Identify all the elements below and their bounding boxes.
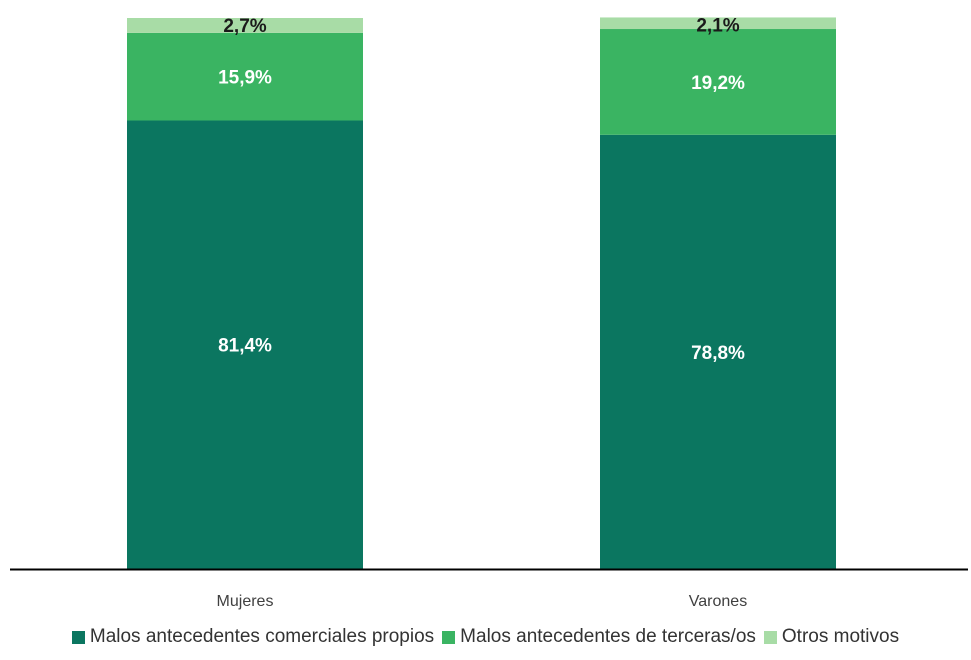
legend: Malos antecedentes comerciales propios M…: [0, 626, 971, 648]
bar-segment-terceras-varones: [600, 29, 836, 135]
bar-segment-otros-mujeres: [127, 18, 363, 33]
x-tick-label-varones: Varones: [689, 593, 747, 610]
legend-label-terceras: Malos antecedentes de terceras/os: [460, 626, 756, 647]
data-label-terceras-mujeres: 15,9%: [218, 68, 272, 89]
data-label-otros-mujeres: 2,7%: [223, 16, 266, 37]
bars-group: [127, 17, 836, 570]
legend-item-otros: Otros motivos: [763, 626, 900, 648]
legend-label-propios: Malos antecedentes comerciales propios: [89, 626, 435, 647]
legend-swatch-otros: [763, 630, 777, 644]
bar-segment-propios-varones: [600, 134, 836, 569]
data-label-propios-mujeres: 81,4%: [218, 336, 272, 357]
legend-item-propios: Malos antecedentes comerciales propios: [71, 626, 435, 648]
data-label-terceras-varones: 19,2%: [691, 73, 745, 94]
bar-segment-propios-mujeres: [127, 120, 363, 570]
bar-labels-group: 81,4% 15,9% 2,7% 78,8% 19,2% 2,1%: [218, 15, 745, 363]
legend-label-otros: Otros motivos: [781, 626, 900, 647]
data-label-otros-varones: 2,1%: [696, 15, 739, 36]
legend-swatch-terceras: [442, 630, 456, 644]
legend-swatch-propios: [71, 630, 85, 644]
x-axis-tick-labels: Mujeres Varones: [217, 593, 748, 610]
x-tick-label-mujeres: Mujeres: [217, 593, 274, 610]
bar-segment-terceras-mujeres: [127, 32, 363, 121]
data-label-propios-varones: 78,8%: [691, 343, 745, 364]
legend-item-terceras: Malos antecedentes de terceras/os: [442, 626, 756, 648]
bar-segment-otros-varones: [600, 17, 836, 30]
